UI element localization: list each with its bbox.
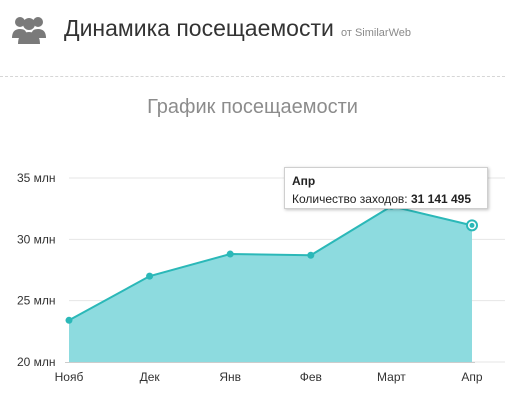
y-tick-label: 30 млн <box>17 232 56 246</box>
data-point <box>307 251 315 259</box>
x-tick-label: Янв <box>219 370 241 384</box>
data-point <box>226 250 234 258</box>
x-tick-label: Март <box>377 370 406 384</box>
x-tick-label: Апр <box>461 370 483 384</box>
divider <box>0 76 505 77</box>
source-label: от SimilarWeb <box>341 27 412 39</box>
chart-tooltip: Апр Количество заходов: 31 141 495 <box>284 167 488 209</box>
x-tick-label: Фев <box>300 370 322 384</box>
data-point <box>469 222 475 228</box>
area-fill <box>69 206 472 362</box>
series-line <box>68 205 473 322</box>
y-tick-label: 25 млн <box>17 294 56 308</box>
page-title: Динамика посещаемости <box>64 15 334 41</box>
tooltip-month: Апр <box>292 174 316 188</box>
x-tick-label: Дек <box>140 370 161 384</box>
tooltip-value: 31 141 495 <box>410 192 472 206</box>
chart-title: График посещаемости <box>147 96 358 118</box>
users-icon <box>12 17 46 44</box>
data-point <box>146 272 154 280</box>
y-tick-label: 20 млн <box>17 355 56 369</box>
data-point <box>65 316 73 324</box>
x-tick-label: Нояб <box>55 370 84 384</box>
tooltip-label: Количество заходов: <box>292 192 408 206</box>
y-tick-label: 35 млн <box>17 171 56 185</box>
header: Динамика посещаемости от SimilarWeb <box>0 0 505 64</box>
